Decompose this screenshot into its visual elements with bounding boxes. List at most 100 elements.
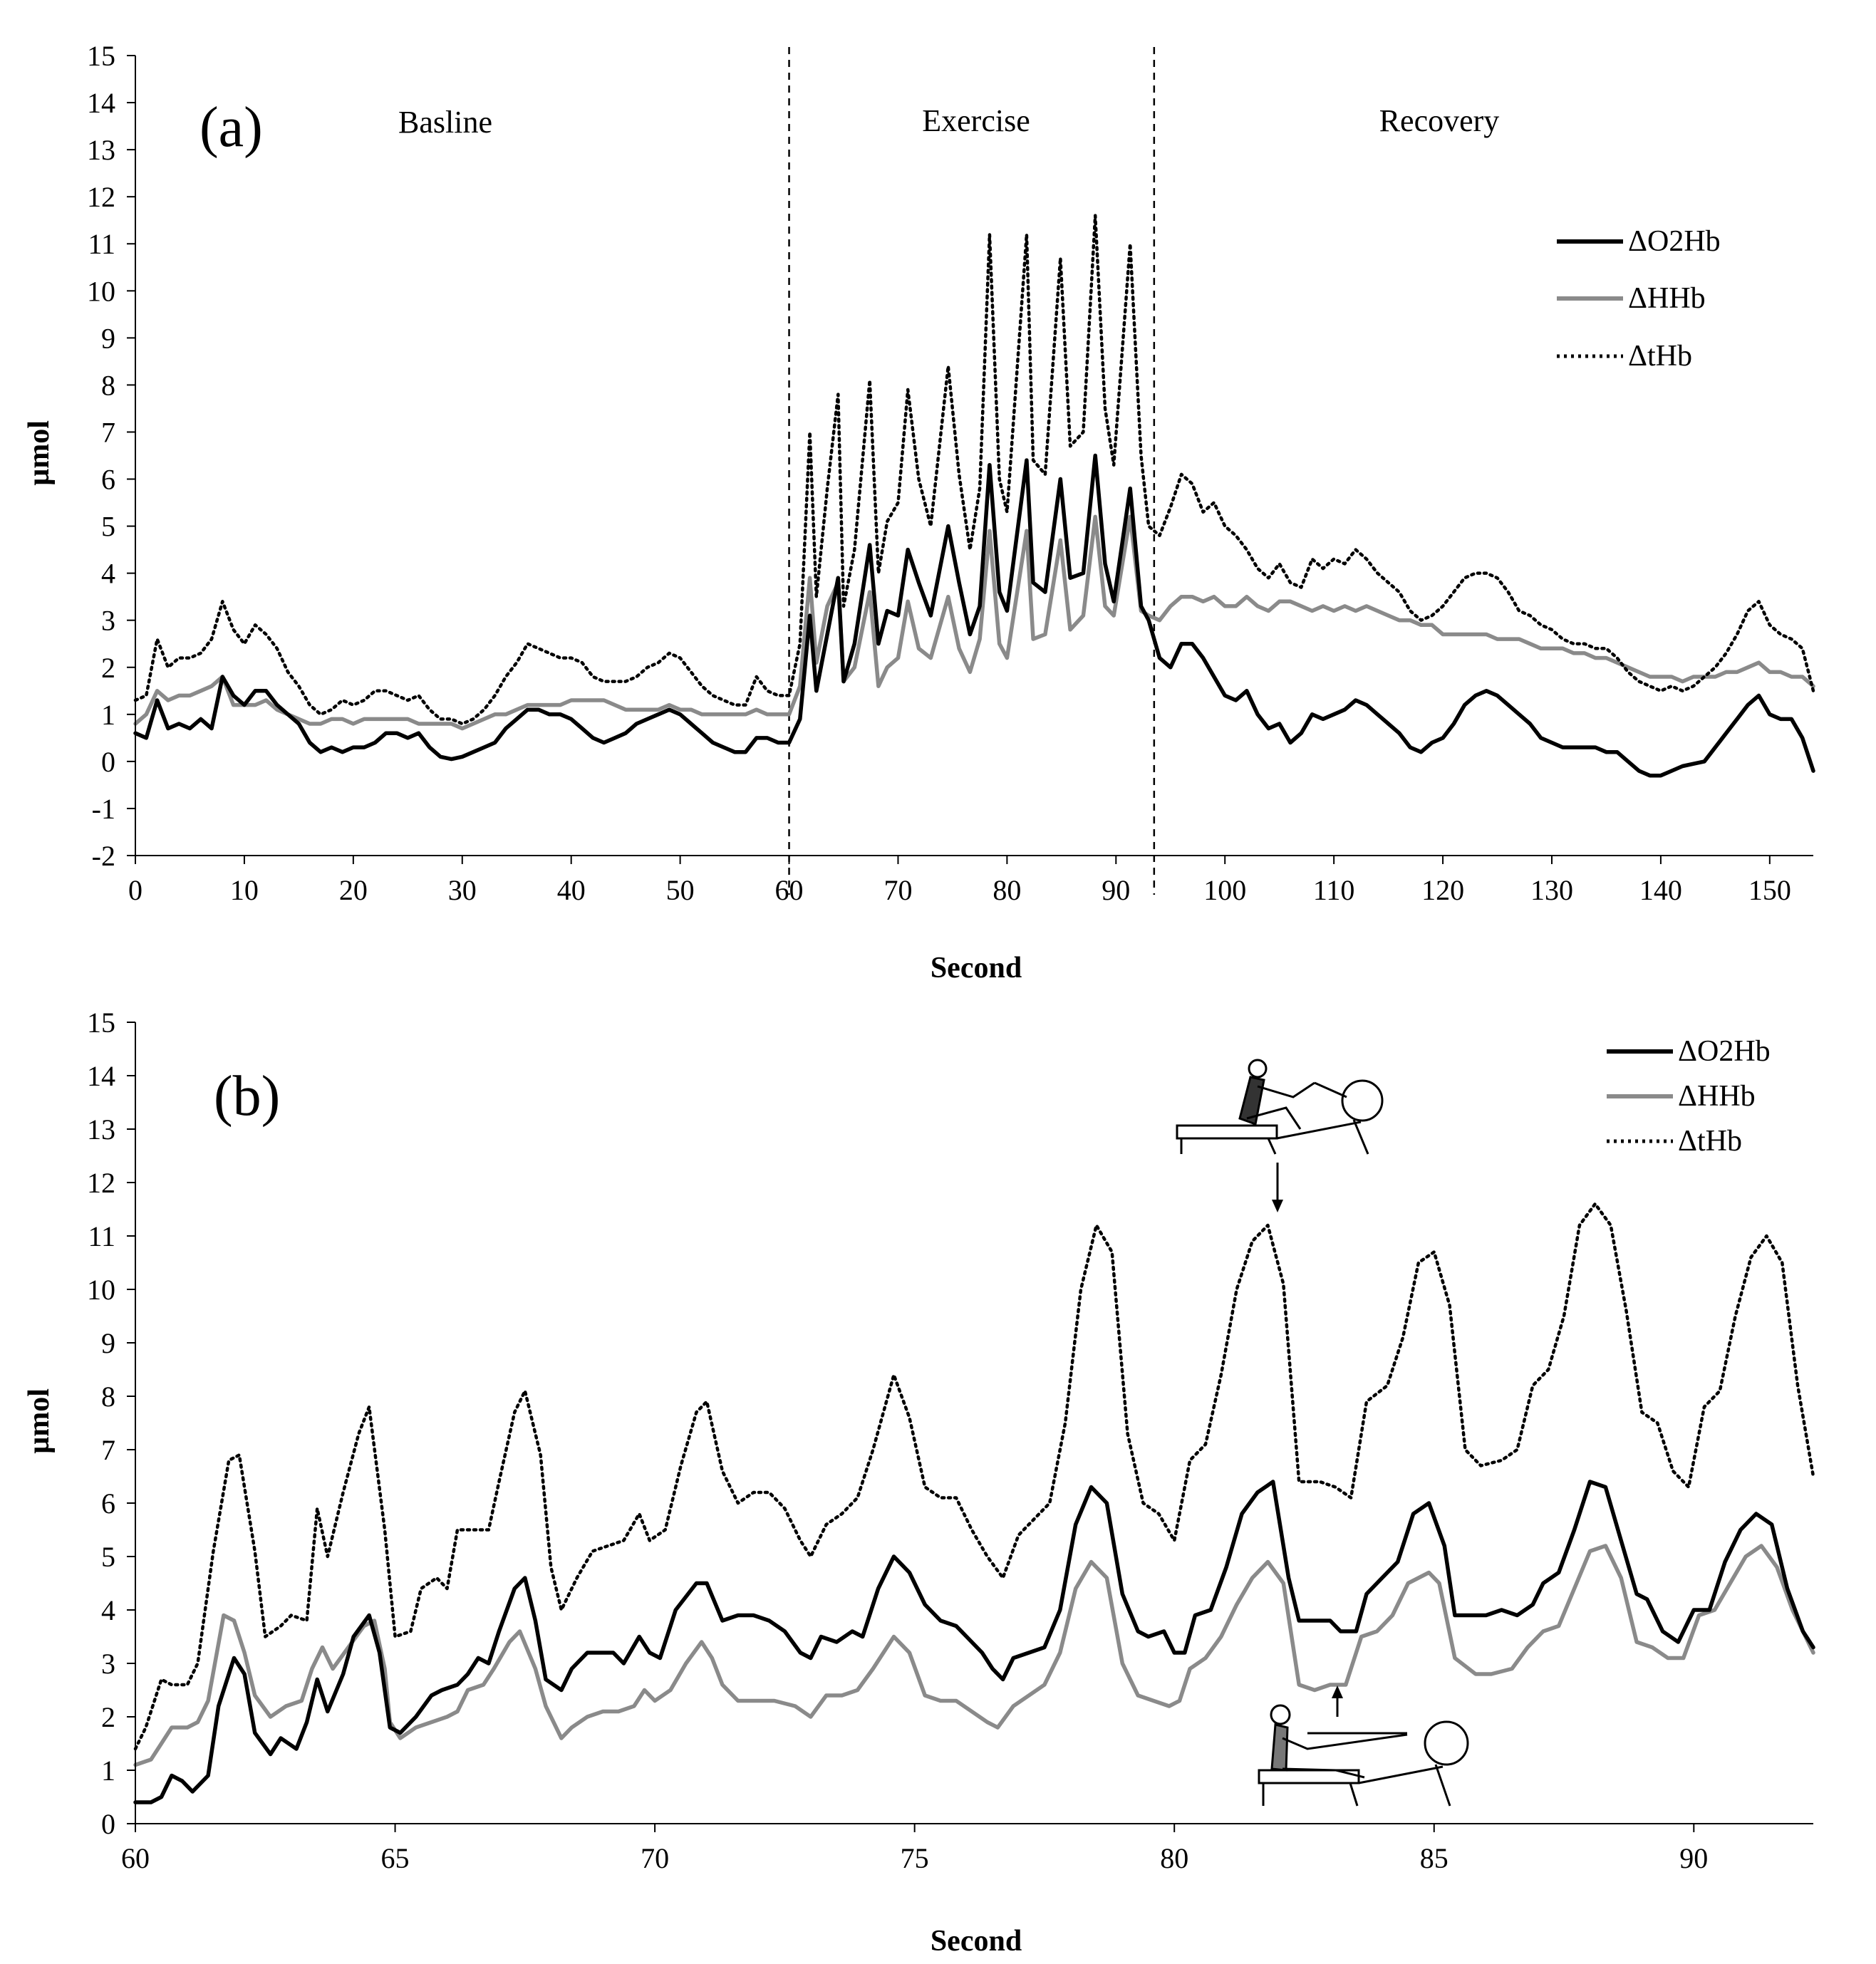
y-tick-label: 14 <box>87 87 115 119</box>
y-tick-label: 12 <box>87 181 115 213</box>
panel-a-x-axis-title: Second <box>931 952 1022 984</box>
rower-catch-flywheel <box>1424 1720 1469 1766</box>
legend-label-thb: ΔtHb <box>1628 340 1692 373</box>
panel-a-dividers <box>788 47 1156 895</box>
y-tick-label: 13 <box>87 134 115 166</box>
arrow-up <box>1332 1685 1343 1717</box>
x-tick-label: 130 <box>1530 874 1573 906</box>
panel-a-legend: ΔO2Hb ΔHHb ΔtHb <box>1557 225 1721 373</box>
x-tick-label: 70 <box>641 1842 669 1874</box>
panel-b-legend: ΔO2Hb ΔHHb ΔtHb <box>1607 1035 1771 1158</box>
y-tick-label: 5 <box>101 1541 115 1573</box>
phase-label-exercise: Exercise <box>922 103 1030 138</box>
rower-finish-cable <box>1314 1081 1347 1098</box>
rower-catch-illustration <box>1258 1704 1469 1807</box>
y-tick-label: 5 <box>101 511 115 543</box>
x-tick-label: 75 <box>901 1842 929 1874</box>
y-tick-label: 4 <box>101 558 115 590</box>
x-tick-label: 90 <box>1679 1842 1708 1874</box>
rower-finish-leg-back <box>1267 1138 1277 1155</box>
x-tick-label: 20 <box>339 874 368 906</box>
rower-finish-illustration <box>1176 1059 1384 1155</box>
rower-catch-legs <box>1282 1767 1365 1779</box>
legend-b-label-o2hb: ΔO2Hb <box>1678 1035 1771 1068</box>
y-tick-label: 10 <box>87 275 115 307</box>
y-tick-label: 7 <box>101 1434 115 1466</box>
rower-catch-torso <box>1270 1723 1289 1772</box>
rower-catch-leg-back <box>1349 1782 1359 1807</box>
y-tick-label: 9 <box>101 322 115 354</box>
series-line-delta-hhb <box>133 514 1815 731</box>
panel-b-axes <box>135 1022 1813 1824</box>
x-tick-label: 40 <box>557 874 586 906</box>
x-tick-label: 90 <box>1102 874 1130 906</box>
legend-label-hhb: ΔHHb <box>1628 282 1706 315</box>
panel-b-x-ticks: 60 65 70 75 80 85 90 <box>121 1824 1708 1874</box>
arrow-down-head <box>1272 1200 1283 1212</box>
rower-finish-torso <box>1238 1076 1265 1126</box>
y-tick-label: -1 <box>92 793 115 825</box>
rower-finish-arms <box>1257 1081 1315 1098</box>
rower-catch-head <box>1270 1704 1291 1725</box>
y-tick-label: 6 <box>101 464 115 496</box>
y-tick-label: 12 <box>87 1167 115 1199</box>
y-tick-label: 1 <box>101 1755 115 1787</box>
x-tick-label: 120 <box>1421 874 1464 906</box>
x-tick-label: 50 <box>666 874 695 906</box>
series-line-delta-hhb <box>133 1544 1815 1767</box>
x-tick-label: 140 <box>1639 874 1682 906</box>
y-tick-label: 14 <box>87 1060 115 1092</box>
y-tick-label: 2 <box>101 1701 115 1733</box>
x-tick-label: 70 <box>883 874 912 906</box>
panel-b-label: (b) <box>214 1065 280 1128</box>
panel-a-axes <box>135 56 1813 856</box>
y-tick-label: 15 <box>87 40 115 72</box>
rower-finish-stand <box>1352 1119 1369 1155</box>
y-tick-label: 15 <box>87 1007 115 1039</box>
x-tick-label: 80 <box>993 874 1021 906</box>
series-line-delta-o2hb <box>133 453 1815 778</box>
y-tick-label: 7 <box>101 416 115 448</box>
panel-a-label: (a) <box>199 96 263 159</box>
rower-finish-rail <box>1176 1124 1278 1140</box>
panel-a-x-ticks: 0 10 20 30 40 50 60 70 80 90 100 110 120 130 140 150 <box>128 856 1791 906</box>
x-tick-label: 0 <box>128 874 142 906</box>
x-tick-label: 10 <box>230 874 259 906</box>
y-tick-label: 0 <box>101 746 115 778</box>
panel-a-y-axis-title: µmol <box>23 420 56 486</box>
legend-b-label-hhb: ΔHHb <box>1678 1080 1756 1113</box>
rower-catch-frame <box>1358 1765 1444 1784</box>
y-tick-label: 6 <box>101 1487 115 1519</box>
x-tick-label: 110 <box>1313 874 1355 906</box>
panel-b-series <box>133 1202 1815 1804</box>
y-tick-label: 8 <box>101 1381 115 1413</box>
legend-label-o2hb: ΔO2Hb <box>1628 225 1721 258</box>
panel-b-y-axis-title: µmol <box>23 1388 56 1454</box>
rower-finish-flywheel <box>1341 1079 1384 1122</box>
phase-label-recovery: Recovery <box>1379 103 1500 138</box>
arrow-down <box>1272 1163 1283 1212</box>
x-tick-label: 65 <box>381 1842 410 1874</box>
x-tick-label: 100 <box>1203 874 1246 906</box>
y-tick-label: 3 <box>101 1648 115 1680</box>
y-tick-label: 11 <box>88 228 115 260</box>
panel-b-x-axis-title: Second <box>931 1925 1022 1958</box>
y-tick-label: 3 <box>101 605 115 637</box>
phase-label-baseline: Basline <box>398 105 492 140</box>
x-tick-label: 60 <box>775 874 804 906</box>
rower-finish-frame <box>1276 1121 1362 1140</box>
series-line-delta-thb <box>133 1202 1815 1751</box>
y-tick-label: 0 <box>101 1808 115 1840</box>
legend-b-label-thb: ΔtHb <box>1678 1125 1742 1158</box>
x-tick-label: 30 <box>448 874 477 906</box>
y-tick-label: 1 <box>101 699 115 731</box>
y-tick-label: 9 <box>101 1327 115 1359</box>
rower-catch-arms <box>1282 1733 1408 1750</box>
rower-finish-legs <box>1246 1106 1302 1130</box>
x-tick-label: 85 <box>1420 1842 1449 1874</box>
